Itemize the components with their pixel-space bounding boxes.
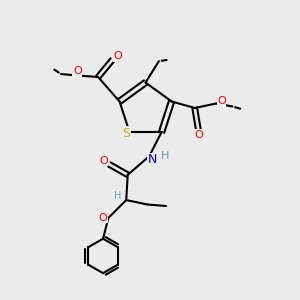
Text: O: O <box>217 96 226 106</box>
Text: N: N <box>148 153 158 167</box>
Text: O: O <box>73 66 82 76</box>
Text: O: O <box>99 156 108 166</box>
Text: H: H <box>114 191 122 202</box>
Text: S: S <box>122 127 130 140</box>
Text: H: H <box>160 152 169 161</box>
Text: O: O <box>194 130 203 140</box>
Text: O: O <box>99 213 107 223</box>
Text: O: O <box>113 51 122 61</box>
